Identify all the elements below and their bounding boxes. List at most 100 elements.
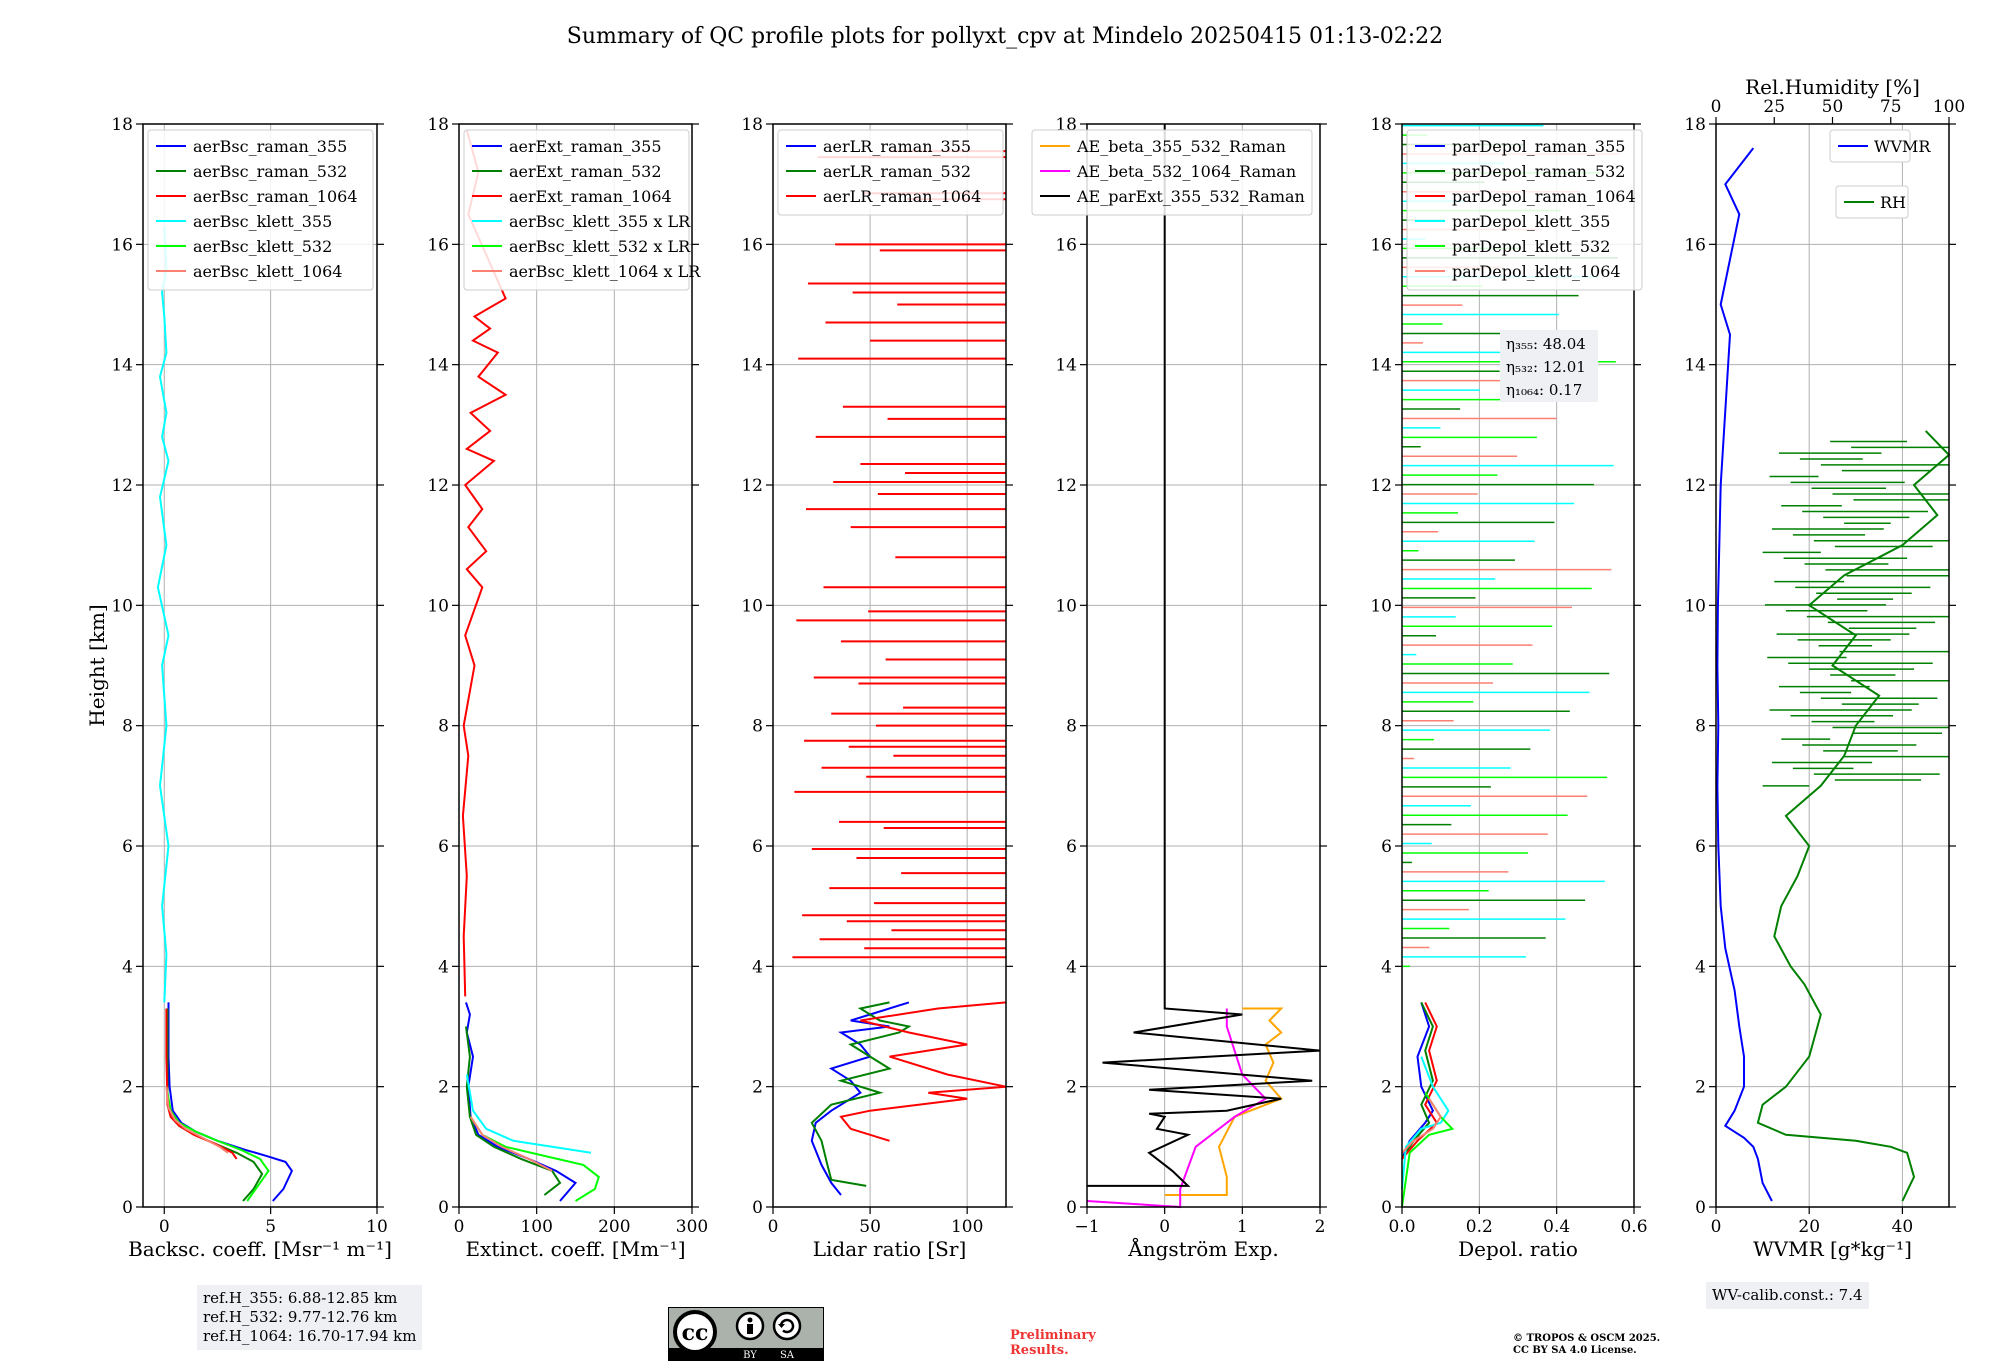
y-tick-label: 6	[1381, 837, 1392, 857]
x-tick-label: 0.0	[1388, 1217, 1415, 1237]
y-tick-label: 0	[1695, 1198, 1706, 1218]
legend-label: aerExt_raman_532	[509, 162, 662, 181]
x-tick-label: −1	[1074, 1217, 1099, 1237]
y-tick-label: 16	[741, 235, 763, 255]
legend-box	[1829, 129, 1911, 163]
y-tick-label: 14	[1370, 356, 1392, 376]
copyright-line-2: CC BY SA 4.0 License.	[1513, 1345, 1637, 1356]
legend-label: AE_beta_355_532_Raman	[1076, 137, 1286, 156]
x-axis-label-depol: Depol. ratio	[1458, 1237, 1578, 1261]
y-tick-label: 8	[438, 717, 449, 737]
series-aerBsc_klett_1064	[165, 1086, 229, 1154]
legend-label: aerLR_raman_355	[823, 137, 971, 156]
legend-label: aerBsc_klett_532 x LR	[509, 237, 691, 256]
x-tick-label: 40	[1892, 1217, 1914, 1237]
x2-tick-label: 50	[1822, 97, 1844, 117]
x-axis-label-ae: Ångström Exp.	[1127, 1236, 1278, 1261]
x2-tick-label: 25	[1763, 97, 1785, 117]
y-tick-label: 2	[1066, 1078, 1077, 1098]
sa-label: SA	[780, 1350, 795, 1361]
panel-lr: 0 50 100 0 2 4 6 8 10 12 14 16 18 Lidar ratio [Sr] aer…	[741, 115, 1013, 1261]
legend-wvmr: WVMR	[1829, 129, 1931, 163]
ref-height-532: ref.H_532: 9.77-12.76 km	[203, 1308, 398, 1326]
series-aerLR_raman_532	[810, 1001, 912, 1187]
x2-tick-label: 0	[1711, 97, 1722, 117]
legend-bsc: aerBsc_raman_355 aerBsc_raman_532 aerBsc_r…	[147, 129, 374, 291]
panel-depol: 0.0 0.2 0.4 0.6 0 2 4 6 8 10 12 14 16 18 Depol. ratio p…	[1370, 115, 1647, 1261]
series-RH	[1756, 430, 1951, 1202]
axes-frame-depol	[1401, 123, 1635, 1208]
by-label: BY	[743, 1350, 757, 1361]
legend-ae: AE_beta_355_532_Raman AE_beta_532_1064_Ra…	[1031, 129, 1313, 216]
series-parDepol_raman_532	[1401, 1001, 1434, 1160]
x-tick-label: 0.6	[1620, 1217, 1647, 1237]
series-aerBsc_klett_355	[156, 226, 170, 1003]
preliminary-line-1: Preliminary	[1010, 1328, 1096, 1343]
legend-label: aerLR_raman_532	[823, 162, 971, 181]
eta-line3: η₁₀₆₄: 0.17	[1506, 381, 1582, 399]
x-axis-label-ext: Extinct. coeff. [Mm⁻¹]	[465, 1237, 685, 1261]
legend-label: parDepol_klett_532	[1452, 237, 1610, 256]
legend-box	[777, 129, 1004, 216]
legend-depol: parDepol_raman_355 parDepol_raman_532 parD…	[1406, 129, 1643, 291]
y-tick-label: 12	[1370, 476, 1392, 496]
y-tick-label: 6	[438, 837, 449, 857]
x-tick-label: 5	[265, 1217, 276, 1237]
series-aerLR_raman_355	[810, 1001, 910, 1196]
axes-frame-ext	[458, 123, 693, 1208]
legend-label: aerExt_raman_1064	[509, 187, 672, 206]
legend-label: parDepol_klett_355	[1452, 212, 1610, 231]
legend-box	[463, 129, 690, 291]
legend-label: aerBsc_klett_355	[193, 212, 332, 231]
y-tick-label: 12	[111, 476, 133, 496]
y-tick-label: 0	[1381, 1198, 1392, 1218]
y-tick-label: 12	[1055, 476, 1077, 496]
figure-title: Summary of QC profile plots for pollyxt_…	[567, 24, 1443, 49]
y-tick-label: 4	[1381, 957, 1392, 977]
y-tick-label: 6	[1066, 837, 1077, 857]
y-tick-label: 4	[438, 957, 449, 977]
y-tick-label: 16	[427, 235, 449, 255]
y-tick-label: 18	[1684, 115, 1706, 135]
legend-label: aerExt_raman_355	[509, 137, 662, 156]
y-tick-label: 6	[752, 837, 763, 857]
y-tick-label: 2	[438, 1078, 449, 1098]
panel-ext: 0 100 200 300 0 2 4 6 8 10 12 14 16 18 Extinct. coeff.…	[427, 115, 708, 1261]
y-tick-label: 10	[741, 596, 763, 616]
y-tick-label: 10	[1370, 596, 1392, 616]
x-tick-label: 100	[520, 1217, 552, 1237]
x-tick-label: 20	[1798, 1217, 1820, 1237]
series-aerBsc_klett_355 x LR	[465, 1074, 592, 1154]
series-parDepol_raman_1064	[1401, 1001, 1439, 1160]
x-tick-label: 0	[159, 1217, 170, 1237]
eta-annotation: η₃₅₅: 48.04 η₅₃₂: 12.01 η₁₀₆₄: 0.17	[1500, 330, 1598, 402]
y-tick-label: 10	[1055, 596, 1077, 616]
reference-heights-box: ref.H_355: 6.88-12.85 km ref.H_532: 9.77…	[197, 1285, 423, 1350]
cc-by-sa-logo: cc BY SA	[668, 1307, 824, 1361]
y-tick-label: 4	[1695, 957, 1706, 977]
y-tick-label: 18	[427, 115, 449, 135]
y-tick-label: 14	[427, 356, 449, 376]
y-tick-label: 8	[122, 717, 133, 737]
legend-label: aerBsc_klett_1064 x LR	[509, 262, 701, 281]
y-tick-label: 10	[1684, 596, 1706, 616]
legend-label: aerBsc_raman_532	[193, 162, 347, 181]
y-tick-label: 14	[111, 356, 133, 376]
axes-frame-bsc	[142, 123, 378, 1208]
y-tick-label: 12	[741, 476, 763, 496]
x-tick-label: 10	[366, 1217, 388, 1237]
series-aerBsc_raman_355	[167, 1002, 294, 1202]
legend-ext: aerExt_raman_355 aerExt_raman_532 aerExt_r…	[463, 129, 701, 291]
panel-bsc: 0 5 10 0 2 4 6 8 10 12 14 16 18 Backsc. coeff. [Msr⁻¹…	[85, 115, 392, 1261]
ref-height-355: ref.H_355: 6.88-12.85 km	[203, 1289, 398, 1307]
legend-lr: aerLR_raman_355 aerLR_raman_532 aerLR_rama…	[777, 129, 1004, 216]
wv-calib-text: WV-calib.const.: 7.4	[1712, 1286, 1863, 1304]
axes-frame-ae	[1086, 123, 1321, 1208]
series-AE_parExt_355_532_Raman	[1087, 124, 1321, 1187]
x-tick-label: 100	[951, 1217, 983, 1237]
legend-label: aerBsc_klett_1064	[193, 262, 342, 281]
y-tick-label: 0	[1066, 1198, 1077, 1218]
legend-label: aerBsc_klett_532	[193, 237, 332, 256]
preliminary-line-2: Results.	[1010, 1343, 1069, 1358]
